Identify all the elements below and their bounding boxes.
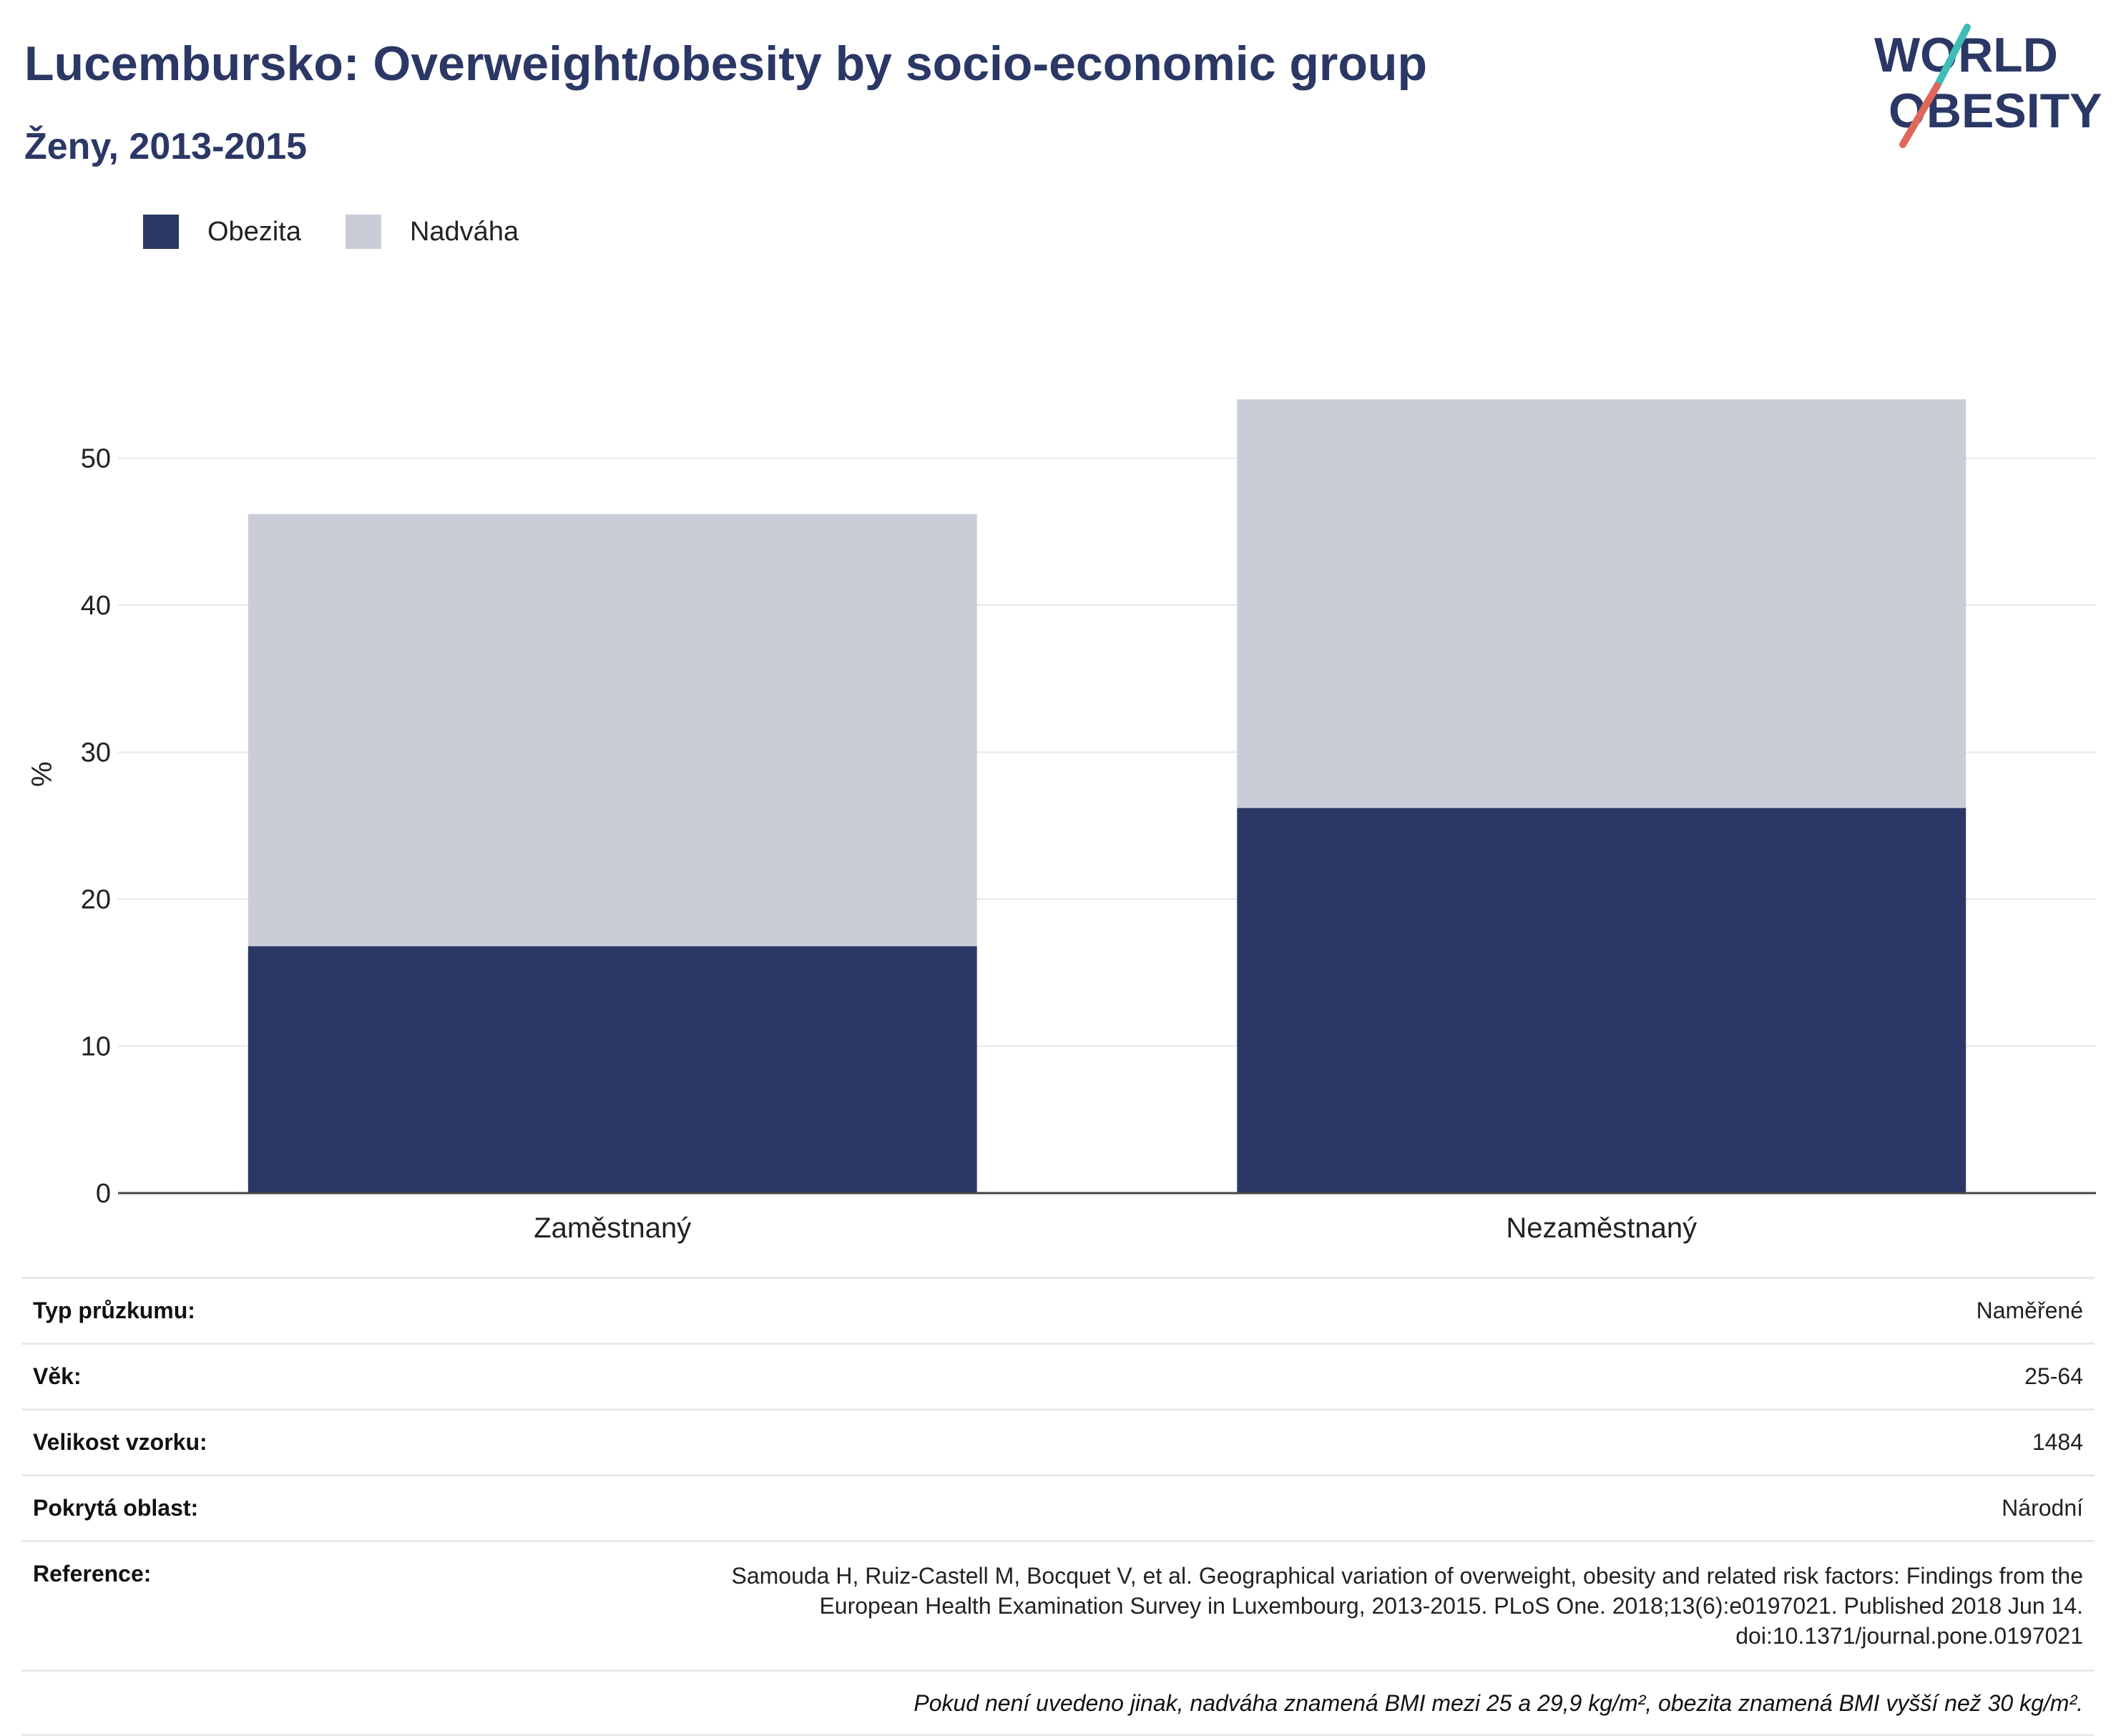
x-tick-label: Nezaměstnaný [1506, 1212, 1697, 1244]
world-obesity-logo: WORLD OBESITY [1874, 24, 2102, 148]
survey-info-table: Typ průzkumu: Naměřené Věk: 25-64 Veliko… [21, 1277, 2095, 1736]
info-value: 1484 [2032, 1429, 2083, 1455]
y-tick-label: 30 [81, 738, 111, 768]
reference-line: European Health Examination Survey in Lu… [819, 1593, 2083, 1619]
y-tick-label: 10 [81, 1032, 111, 1062]
legend-item-nadvaha[interactable]: Nadváha [345, 215, 519, 249]
logo-stroke-coral [1899, 82, 1941, 148]
y-tick-label: 20 [81, 885, 111, 915]
y-tick-label: 0 [96, 1179, 111, 1209]
logo-stroke-teal [1934, 24, 1971, 89]
legend-swatch-nadvaha [345, 215, 381, 249]
reference-text: Samouda H, Ruiz-Castell M, Bocquet V, et… [466, 1561, 2083, 1651]
info-row-reference: Reference: Samouda H, Ruiz-Castell M, Bo… [21, 1540, 2095, 1669]
info-row-survey-type: Typ průzkumu: Naměřené [21, 1277, 2095, 1343]
chart-title: Lucembursko: Overweight/obesity by socio… [24, 36, 1428, 91]
info-key: Typ průzkumu: [33, 1298, 195, 1323]
info-key: Reference: [33, 1561, 152, 1587]
info-value: Národní [2002, 1495, 2083, 1521]
info-key: Věk: [33, 1363, 82, 1389]
bar-nadvaha-0 [248, 514, 977, 946]
reference-line: Samouda H, Ruiz-Castell M, Bocquet V, et… [731, 1563, 2083, 1589]
legend-swatch-obezita [143, 215, 179, 249]
legend-label-obezita: Obezita [207, 216, 301, 247]
info-row-coverage: Pokrytá oblast: Národní [21, 1474, 2095, 1540]
stacked-bar-chart: 0 10 20 30 40 50% Zaměstnaný Nezaměstnaný [26, 399, 2096, 1244]
bar-obezita-0 [248, 946, 977, 1193]
info-value: 25-64 [2024, 1363, 2083, 1389]
chart-subtitle: Ženy, 2013-2015 [24, 126, 308, 167]
y-tick-label: 50 [81, 444, 111, 474]
info-key: Velikost vzorku: [33, 1429, 207, 1455]
x-tick-label: Zaměstnaný [534, 1212, 691, 1244]
info-key: Pokrytá oblast: [33, 1495, 199, 1521]
reference-line: doi:10.1371/journal.pone.0197021 [1735, 1623, 2083, 1649]
legend-label-nadvaha: Nadváha [409, 216, 519, 247]
y-tick-label: 40 [81, 591, 111, 621]
bmi-definition-note: Pokud není uvedeno jinak, nadváha znamen… [21, 1669, 2095, 1736]
y-axis-label: % [26, 762, 58, 788]
legend-item-obezita[interactable]: Obezita [143, 215, 301, 249]
chart-legend: Obezita Nadváha [143, 213, 563, 250]
info-row-sample-size: Velikost vzorku: 1484 [21, 1408, 2095, 1474]
bar-nadvaha-1 [1237, 399, 1966, 808]
info-row-age: Věk: 25-64 [21, 1343, 2095, 1408]
info-value: Naměřené [1976, 1298, 2083, 1323]
bar-obezita-1 [1237, 808, 1966, 1193]
